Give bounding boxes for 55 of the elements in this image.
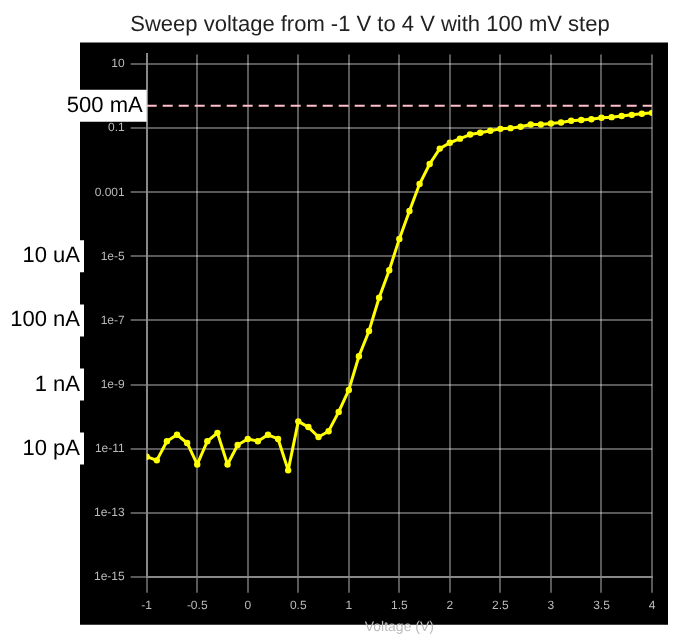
text: 1 nA bbox=[34, 372, 82, 397]
point bbox=[274, 435, 282, 443]
point bbox=[224, 461, 231, 468]
point bbox=[557, 119, 565, 126]
point bbox=[204, 438, 211, 445]
point bbox=[264, 431, 272, 438]
point bbox=[295, 418, 302, 425]
point bbox=[386, 266, 393, 274]
point bbox=[436, 145, 443, 152]
point bbox=[638, 110, 646, 118]
point bbox=[375, 294, 383, 301]
point bbox=[183, 439, 191, 447]
point bbox=[173, 431, 181, 438]
point bbox=[355, 353, 363, 360]
point bbox=[153, 457, 160, 464]
point bbox=[527, 121, 534, 128]
point bbox=[194, 461, 201, 468]
point bbox=[517, 123, 524, 131]
point bbox=[446, 139, 454, 146]
point bbox=[547, 120, 555, 127]
point bbox=[163, 438, 171, 445]
point bbox=[254, 438, 262, 445]
point bbox=[466, 131, 474, 138]
point bbox=[567, 117, 575, 124]
point bbox=[325, 427, 332, 435]
point bbox=[608, 113, 615, 121]
chart-title: Sweep voltage from -1 V to 4 V with 100 mV step bbox=[130, 13, 610, 38]
point bbox=[497, 125, 504, 133]
point bbox=[244, 435, 251, 443]
point bbox=[628, 111, 635, 119]
point bbox=[416, 180, 423, 188]
point bbox=[234, 441, 241, 449]
point bbox=[406, 207, 413, 215]
point bbox=[537, 121, 545, 128]
ref-line-label: 500 mA bbox=[66, 93, 144, 118]
point bbox=[284, 467, 292, 474]
point bbox=[487, 127, 494, 134]
point bbox=[477, 129, 484, 136]
point bbox=[345, 386, 353, 394]
point bbox=[456, 135, 464, 142]
point bbox=[426, 160, 433, 168]
point bbox=[305, 423, 312, 431]
point bbox=[618, 112, 625, 120]
point bbox=[365, 327, 373, 335]
point bbox=[598, 114, 605, 122]
point bbox=[335, 408, 342, 416]
point bbox=[578, 116, 585, 124]
point bbox=[396, 235, 403, 243]
point bbox=[588, 116, 595, 123]
text: 10 pA bbox=[22, 436, 82, 461]
point bbox=[214, 429, 221, 437]
text: 10 uA bbox=[22, 244, 82, 269]
point bbox=[315, 433, 322, 441]
text: 100 nA bbox=[10, 308, 82, 333]
point bbox=[507, 124, 514, 132]
